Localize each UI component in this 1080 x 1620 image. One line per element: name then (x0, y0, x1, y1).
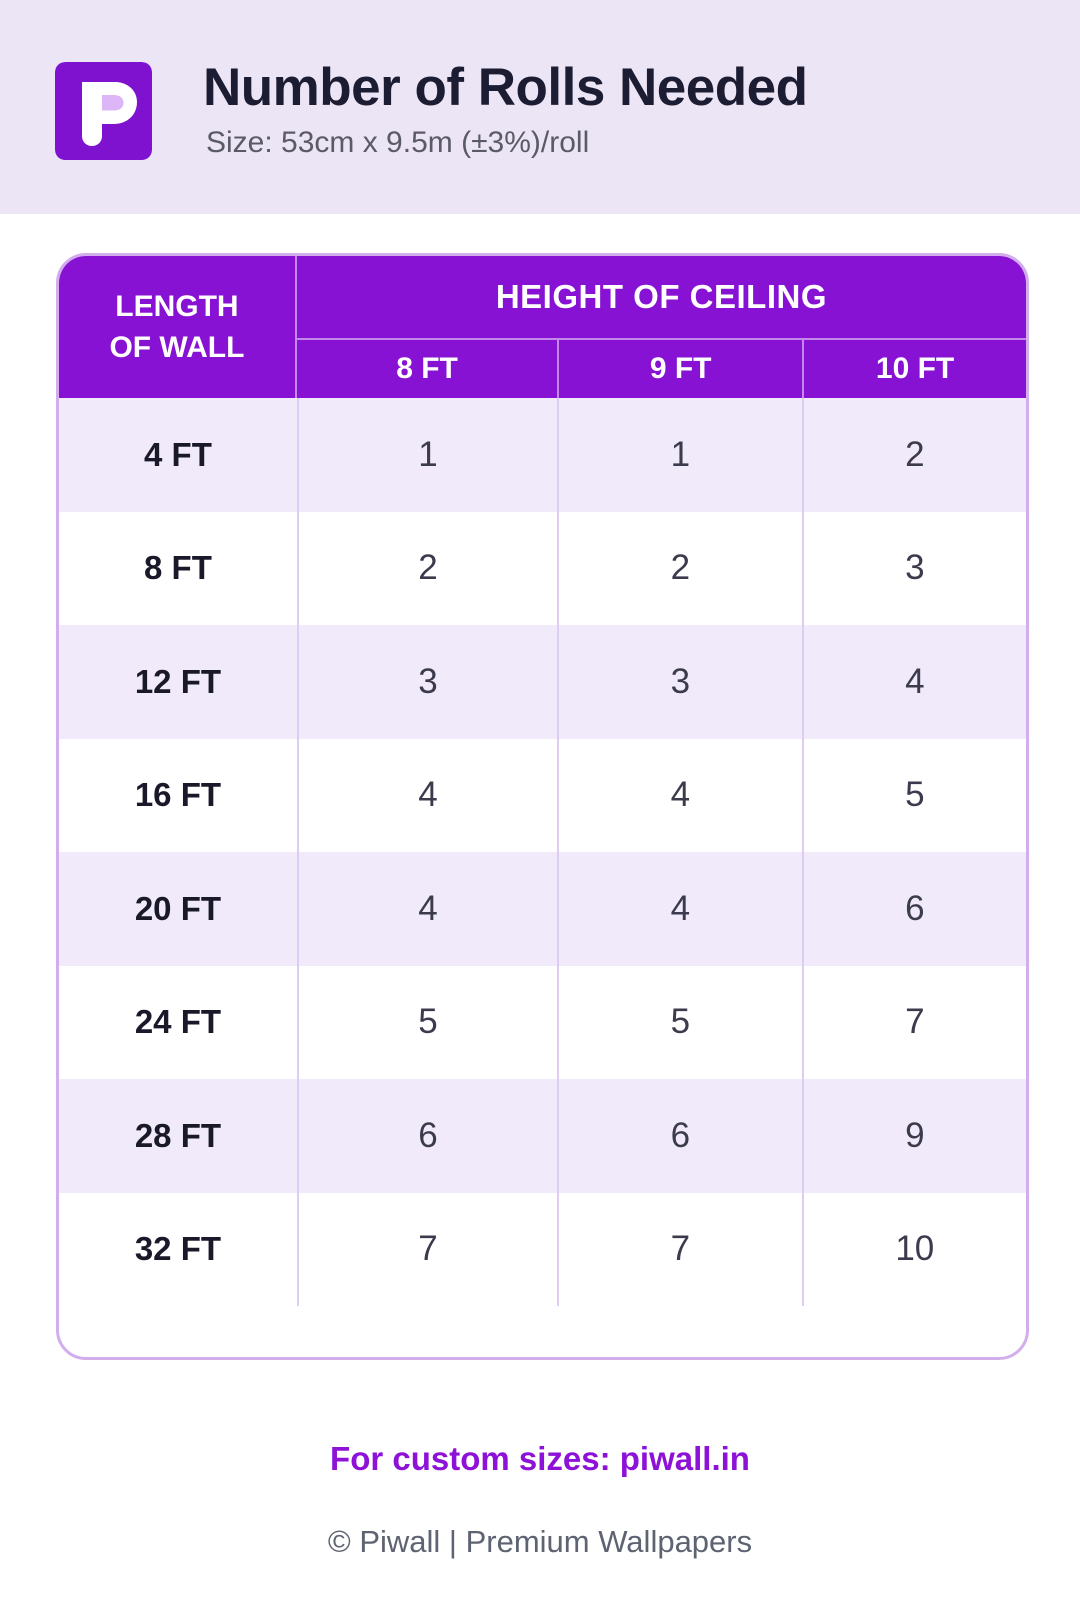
table-row: 8 FT 2 2 3 (59, 511, 1026, 625)
cell-value: 3 (556, 625, 802, 739)
cell-value: 1 (296, 398, 557, 512)
row-label: 4 FT (144, 435, 212, 473)
cell-value: 6 (801, 852, 1026, 966)
cell-value: 6 (556, 1079, 802, 1193)
header-band: Number of Rolls Needed Size: 53cm x 9.5m… (0, 0, 1080, 214)
cell-value: 3 (296, 625, 557, 739)
cell-value: 4 (556, 852, 802, 966)
table-row: 4 FT 1 1 2 (59, 398, 1026, 512)
length-header-line2: OF WALL (109, 331, 245, 364)
cell-value: 7 (801, 965, 1026, 1079)
table-row: 24 FT 5 5 7 (59, 965, 1026, 1079)
col-header-10ft: 10 FT (802, 340, 1026, 398)
table-row: 32 FT 7 7 10 (59, 1192, 1026, 1306)
cell-value: 5 (801, 738, 1026, 852)
table-body: 4 FT 1 1 2 8 FT 2 2 3 12 FT 3 3 4 16 FT … (59, 398, 1026, 1357)
cell-value: 7 (296, 1192, 557, 1306)
piwall-logo-icon (55, 62, 152, 160)
cell-value: 5 (296, 965, 557, 1079)
col-group-header-height-of-ceiling: HEIGHT OF CEILING (296, 256, 1026, 340)
height-subheader-row: 8 FT 9 FT 10 FT (297, 340, 1026, 398)
cell-value: 7 (556, 1192, 802, 1306)
cell-value: 3 (801, 511, 1026, 625)
cell-value: 10 (801, 1192, 1026, 1306)
cell-value: 6 (296, 1079, 557, 1193)
cell-value: 5 (556, 965, 802, 1079)
table-row: 16 FT 4 4 5 (59, 738, 1026, 852)
rolls-table: LENGTH OF WALL HEIGHT OF CEILING 8 FT 9 … (56, 253, 1029, 1360)
row-label: 28 FT (134, 1116, 222, 1154)
cell-value: 2 (801, 398, 1026, 512)
table-row: 20 FT 4 4 6 (59, 852, 1026, 966)
cell-value: 4 (296, 852, 557, 966)
table-header: LENGTH OF WALL HEIGHT OF CEILING 8 FT 9 … (59, 256, 1026, 398)
table-row: 12 FT 3 3 4 (59, 625, 1026, 739)
custom-sizes-link[interactable]: For custom sizes: piwall.in (330, 1440, 750, 1477)
cell-value: 4 (801, 625, 1026, 739)
row-label: 8 FT (144, 549, 212, 587)
row-label: 24 FT (134, 1003, 222, 1041)
copyright-text: © Piwall | Premium Wallpapers (327, 1524, 753, 1559)
col-header-9ft: 9 FT (557, 340, 802, 398)
cell-value: 4 (296, 738, 557, 852)
page-title: Number of Rolls Needed (203, 58, 808, 117)
row-label: 12 FT (134, 662, 222, 700)
row-label: 32 FT (134, 1230, 222, 1268)
row-label: 16 FT (134, 776, 222, 814)
roll-size-subtitle: Size: 53cm x 9.5m (±3%)/roll (206, 126, 590, 159)
col-header-8ft: 8 FT (396, 352, 458, 385)
row-label: 20 FT (134, 889, 222, 927)
cell-value: 1 (556, 398, 802, 512)
cell-value: 4 (556, 738, 802, 852)
cell-value: 9 (801, 1079, 1026, 1193)
table-row: 28 FT 6 6 9 (59, 1079, 1026, 1193)
length-header-line1: LENGTH (115, 289, 239, 323)
col-header-length-of-wall: LENGTH OF WALL (59, 256, 297, 398)
height-header-group: HEIGHT OF CEILING 8 FT 9 FT 10 FT (296, 256, 1026, 398)
cell-value: 2 (296, 511, 557, 625)
cell-value: 2 (556, 511, 802, 625)
